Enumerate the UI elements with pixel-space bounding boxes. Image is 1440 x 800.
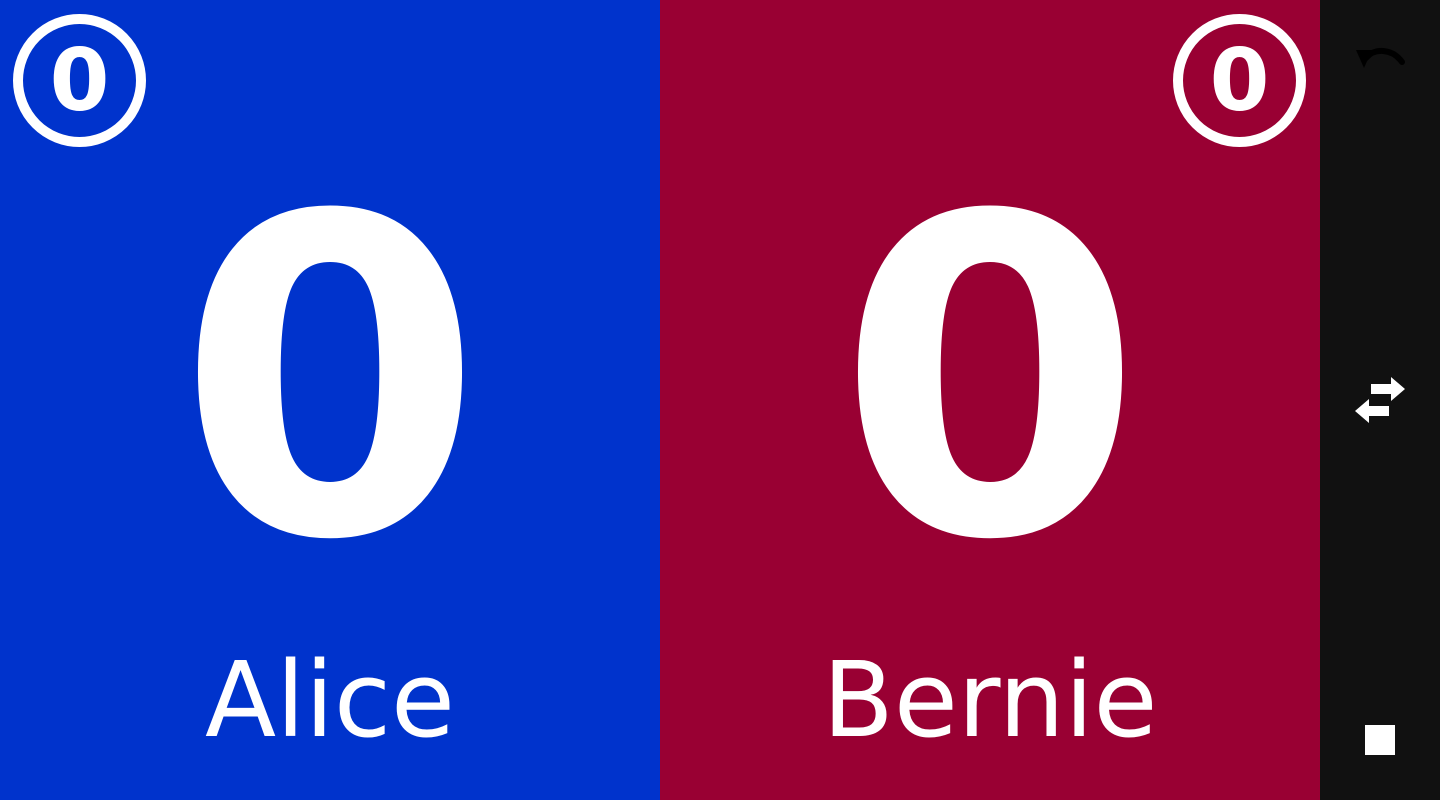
- control-sidebar: [1320, 0, 1440, 800]
- swap-sides-button[interactable]: [1350, 370, 1410, 430]
- player-2-score[interactable]: 0: [836, 124, 1144, 636]
- player-1-name[interactable]: Alice: [204, 639, 456, 761]
- player-2-name[interactable]: Bernie: [822, 639, 1158, 761]
- player-2-games-badge[interactable]: 0: [1173, 14, 1306, 147]
- player-1-games-badge[interactable]: 0: [13, 14, 146, 147]
- player-1-score[interactable]: 0: [176, 124, 484, 636]
- swap-icon: [1355, 377, 1405, 423]
- stop-icon: [1365, 725, 1395, 755]
- undo-button[interactable]: [1350, 30, 1410, 90]
- player-1-panel[interactable]: 0 0 Alice: [0, 0, 660, 800]
- undo-icon: [1356, 48, 1405, 68]
- stop-button[interactable]: [1350, 710, 1410, 770]
- player-2-panel[interactable]: 0 0 Bernie: [660, 0, 1320, 800]
